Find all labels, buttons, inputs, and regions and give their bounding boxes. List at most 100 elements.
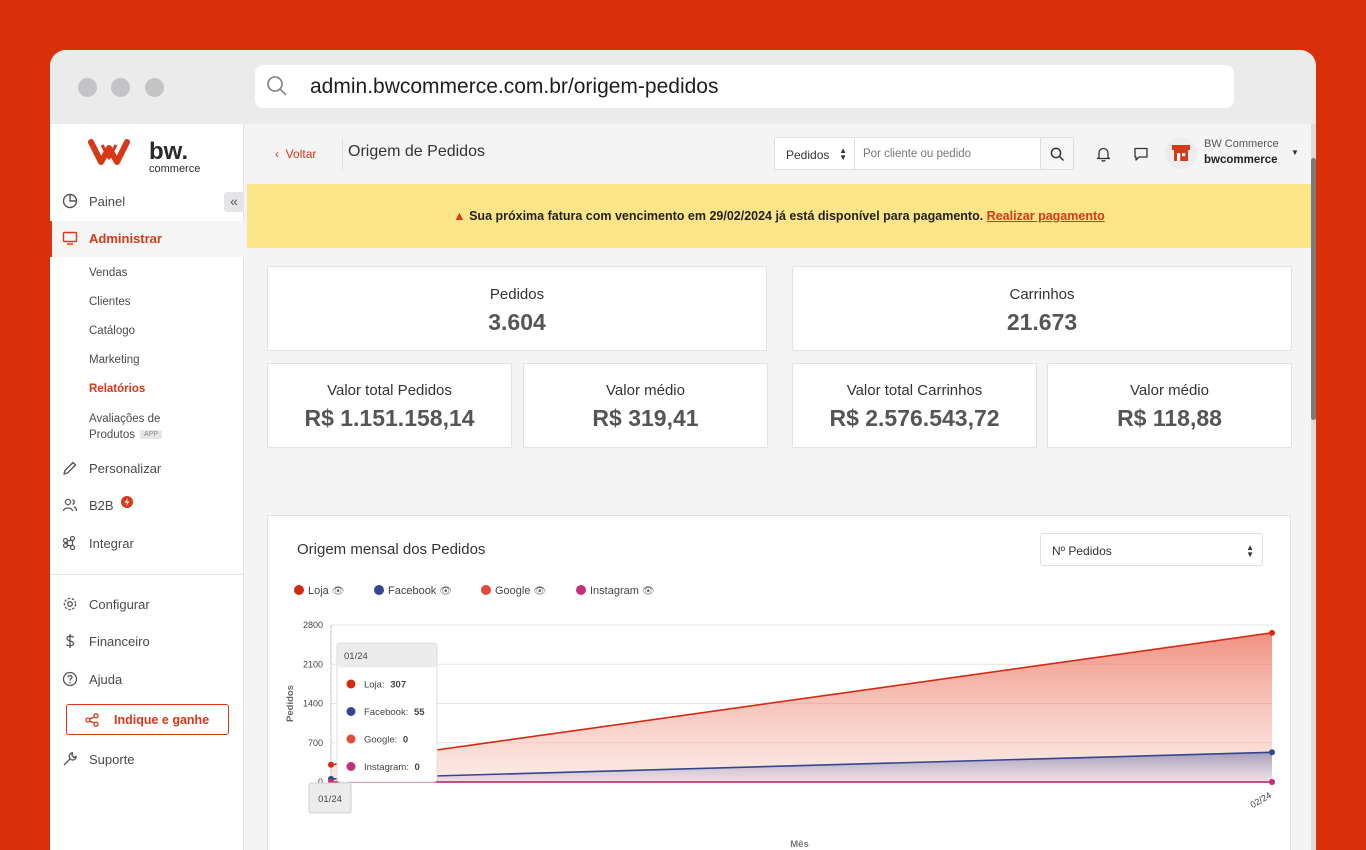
window-minimize-dot[interactable] (111, 78, 130, 97)
sidebar-subitem-relatorios[interactable]: Relatórios (89, 383, 146, 395)
dollar-icon (65, 634, 75, 648)
legend-label: Facebook (388, 585, 437, 597)
logo-brand: bw. (149, 138, 188, 165)
url-text: admin.bwcommerce.com.br/origem-pedidos (310, 75, 719, 98)
sidebar-subitem-vendas[interactable]: Vendas (89, 267, 128, 279)
tooltip-label: Facebook: 55 (364, 707, 425, 718)
sidebar-divider (50, 574, 244, 575)
tooltip-header (337, 643, 437, 668)
sidebar-item-ajuda[interactable]: Ajuda (50, 662, 244, 698)
eye-icon: 👁 (439, 586, 453, 597)
data-point (1269, 629, 1275, 636)
user-name: BW Commerce (1204, 138, 1279, 150)
tooltip-value: 0 (403, 735, 408, 746)
sidebar-item-label: Configurar (89, 597, 150, 612)
pay-invoice-link[interactable]: Realizar pagamento (986, 209, 1105, 223)
monitor-icon (62, 231, 78, 245)
stat-label: Pedidos (489, 286, 545, 303)
sidebar-item-integrar[interactable]: Integrar (50, 526, 244, 562)
app-content: bw. commerce « Painel Administrar Vendas… (50, 124, 1316, 850)
legend-item-loja[interactable]: Loja 👁 (294, 585, 345, 597)
bw-logo[interactable]: bw. commerce (88, 136, 220, 181)
sidebar-item-personalizar[interactable]: Personalizar (50, 451, 244, 487)
stat-value: R$ 118,88 (1117, 405, 1222, 431)
chart-card: Origem mensal dos Pedidos Nº Pedidos ▲ ▼ … (267, 515, 1291, 850)
browser-window: admin.bwcommerce.com.br/origem-pedidos b… (50, 50, 1316, 850)
legend-label: Instagram (590, 585, 639, 597)
back-link[interactable]: ‹ Voltar (275, 147, 317, 161)
sidebar-subitem-catalogo[interactable]: Catálogo (89, 325, 136, 337)
legend-item-facebook[interactable]: Facebook 👁 (374, 585, 452, 597)
pie-chart-icon (62, 193, 78, 209)
sidebar-item-suporte[interactable]: Suporte (50, 742, 244, 778)
stat-card-medio-pedidos: Valor médio R$ 319,41 (523, 363, 768, 448)
app-badge: APP (140, 430, 163, 440)
scrollbar-thumb[interactable] (1311, 158, 1316, 420)
sidebar-item-painel[interactable]: Painel (50, 184, 244, 220)
stat-value: R$ 1.151.158,14 (304, 405, 475, 431)
y-tick-label: 700 (308, 738, 323, 748)
search-type-select[interactable]: Pedidos ▲ ▼ (774, 137, 855, 170)
stat-label: Carrinhos (1009, 286, 1075, 303)
sidebar-subitem-clientes[interactable]: Clientes (89, 296, 131, 308)
sidebar-item-b2b[interactable]: B2B (50, 488, 244, 524)
sidebar-item-label: Administrar (89, 231, 162, 246)
y-tick-label: 2800 (303, 620, 323, 630)
tooltip-label: Google: 0 (364, 735, 408, 746)
bw-logo-mark: bw. commerce (88, 138, 200, 175)
stat-label: Valor total Carrinhos (846, 382, 983, 399)
stat-value: 21.673 (1006, 309, 1078, 335)
double-chevron-left-icon: « (230, 193, 238, 209)
eye-icon: 👁 (331, 586, 345, 597)
legend-item-instagram[interactable]: Instagram 👁 (576, 585, 655, 597)
indique-e-ganhe-button[interactable]: Indique e ganhe (66, 704, 229, 735)
sidebar-subitem-marketing[interactable]: Marketing (89, 354, 140, 366)
window-close-dot[interactable] (78, 78, 97, 97)
sidebar-item-financeiro[interactable]: Financeiro (50, 624, 244, 660)
search-icon (1050, 147, 1065, 162)
sidebar-subitem-produtos[interactable]: Produtos APP (89, 429, 163, 441)
sidebar-subitem-avaliacoes[interactable]: Avaliações de (89, 413, 161, 425)
collapse-sidebar-button[interactable]: « (224, 192, 244, 212)
users-icon (62, 498, 78, 512)
wrench-icon (63, 752, 77, 766)
sidebar-subitem-label: Produtos (89, 429, 136, 441)
gear-icon (63, 597, 77, 611)
eye-icon: 👁 (533, 586, 547, 597)
page-title: Origem de Pedidos (348, 143, 485, 160)
series-area (331, 632, 1272, 782)
data-point (1269, 749, 1275, 756)
user-menu-caret-icon[interactable]: ▼ (1291, 148, 1299, 157)
sidebar-item-configurar[interactable]: Configurar (50, 587, 244, 623)
window-maximize-dot[interactable] (145, 78, 164, 97)
x-axis-tooltip-label: 01/24 (318, 794, 342, 805)
pencil-icon (63, 461, 77, 475)
sidebar-item-label: Integrar (89, 536, 134, 551)
address-bar[interactable]: admin.bwcommerce.com.br/origem-pedidos (255, 65, 1234, 108)
select-arrows-icon: ▲ ▼ (1246, 543, 1254, 559)
legend-item-google[interactable]: Google 👁 (481, 585, 546, 597)
page-scrollbar[interactable] (1311, 124, 1316, 850)
chat-icon[interactable] (1133, 146, 1149, 162)
select-arrows-icon: ▲ ▼ (839, 146, 847, 162)
x-axis-tooltip-box (308, 782, 352, 814)
chart-metric-select[interactable]: Nº Pedidos ▲ ▼ (1040, 533, 1263, 566)
stat-card-carrinhos: Carrinhos 21.673 (792, 266, 1292, 351)
search-button[interactable] (1040, 137, 1074, 170)
search-input[interactable]: Por cliente ou pedido (854, 137, 1041, 170)
stat-value: R$ 2.576.543,72 (829, 405, 1000, 431)
series-line (330, 632, 1273, 766)
tooltip-title: 01/24 (344, 651, 368, 662)
sidebar-item-label: B2B (89, 498, 114, 513)
bell-icon[interactable] (1096, 146, 1111, 162)
sidebar-item-administrar[interactable]: Administrar (50, 221, 244, 257)
user-account: bwcommerce (1204, 154, 1278, 166)
store-avatar[interactable] (1165, 137, 1197, 169)
top-bar: ‹ Voltar Origem de Pedidos Pedidos ▲ ▼ Po… (247, 124, 1311, 184)
y-axis-label: Pedidos (285, 685, 296, 722)
stat-card-valor-pedidos: Valor total Pedidos R$ 1.151.158,14 (267, 363, 512, 448)
search-placeholder: Por cliente ou pedido (863, 148, 972, 160)
tooltip-marker (346, 707, 356, 716)
stat-card-medio-carrinhos: Valor médio R$ 118,88 (1047, 363, 1292, 448)
legend-label: Loja (308, 585, 329, 597)
